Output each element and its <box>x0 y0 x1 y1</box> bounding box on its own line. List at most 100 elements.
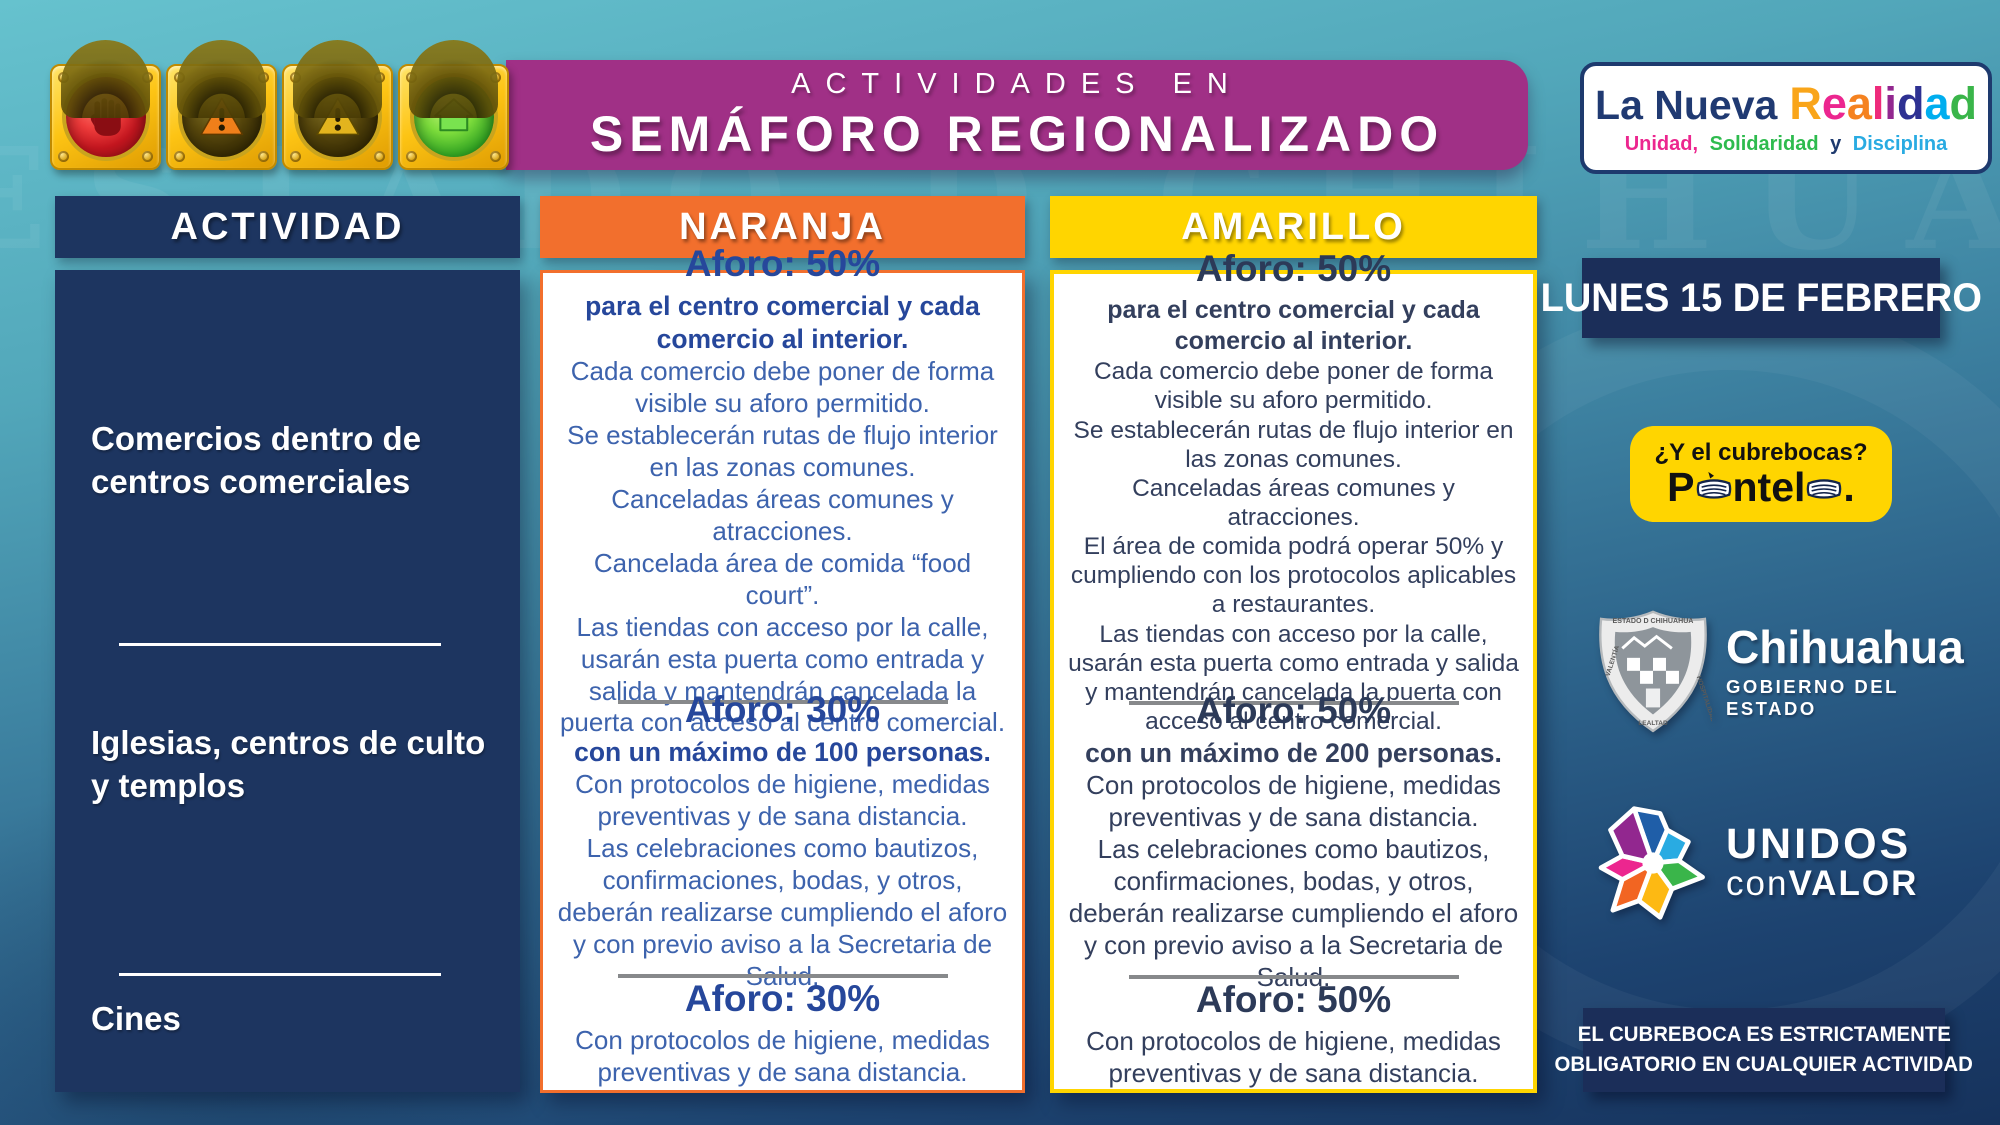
notice-line: EL CUBREBOCA ES ESTRICTAMENTE <box>1577 1022 1951 1046</box>
unidos-text: UNIDOS <box>1726 820 1912 869</box>
column-header-naranja: NARANJA <box>540 196 1025 258</box>
chihuahua-name: Chihuahua <box>1726 621 1964 673</box>
page-title: SEMÁFORO REGIONALIZADO <box>589 105 1445 162</box>
warning-orange-light-icon <box>166 40 277 196</box>
brand-letter: R <box>1789 77 1822 129</box>
banner-kicker: ACTIVIDADES EN <box>791 67 1243 100</box>
aforo-heading: Aforo: 30% <box>684 689 881 731</box>
screw-icon <box>58 151 69 162</box>
mask-question-text: ¿Y el cubrebocas? <box>1654 438 1868 466</box>
activity-item-cines: Cines <box>91 1000 181 1037</box>
pontelo-text: . <box>1843 463 1855 510</box>
date-text: LUNES 15 DE FEBRERO <box>1540 275 1982 320</box>
state-pinwheel-icon <box>1598 806 1705 920</box>
unidos-con-valor-logo: UNIDOS conVALOR <box>1594 788 1994 938</box>
brand-tagline: Unidad, Solidaridad y Disciplina <box>1622 133 1951 156</box>
naranja-section-cines: Aforo: 30% Con protocolos de higiene, me… <box>555 978 1010 1087</box>
divider <box>119 643 441 646</box>
svg-text:LEALTAD: LEALTAD <box>1638 720 1668 727</box>
amarillo-section-cines: Aforo: 50% Con protocolos de higiene, me… <box>1066 978 1521 1088</box>
con-valor-text: conVALOR <box>1726 864 1919 904</box>
rule-text: Canceladas áreas comunes y atracciones. <box>611 483 954 546</box>
screw-icon <box>406 151 417 162</box>
column-header-actividad: ACTIVIDAD <box>55 196 520 258</box>
aforo-heading: Aforo: 50% <box>1195 247 1392 289</box>
mask-mandatory-notice: EL CUBREBOCA ES ESTRICTAMENTE OBLIGATORI… <box>1555 1008 1973 1092</box>
chihuahua-wordmark: Chihuahua GOBIERNO DEL ESTADO <box>1726 624 1994 720</box>
aforo-subheading: con un máximo de 100 personas. <box>574 737 991 768</box>
rule-text: El área de comida podrá operar 50% y cum… <box>1070 533 1517 619</box>
brand-letter: e <box>1821 77 1847 129</box>
brand-letter: a <box>1846 77 1872 129</box>
tagline-word: Solidaridad <box>1709 132 1819 155</box>
rule-text: Cancelada área de comida “food court”. <box>593 547 972 610</box>
naranja-section-iglesias: Aforo: 30% con un máximo de 100 personas… <box>555 689 1010 991</box>
pontelo-text: P <box>1667 463 1695 510</box>
amarillo-section-iglesias: Aforo: 50% con un máximo de 200 personas… <box>1066 690 1521 992</box>
light-hood <box>61 40 150 118</box>
aforo-subheading: para el centro comercial y cada comercio… <box>585 290 980 354</box>
rule-text: Canceladas áreas comunes y atracciones. <box>1132 474 1455 532</box>
screw-icon <box>490 151 501 162</box>
brand-letter: i <box>1884 77 1897 129</box>
activity-item-comercios: Comercios dentro de centros comerciales <box>91 420 422 500</box>
brand-wordmark: La Nueva Realidad <box>1595 81 1977 126</box>
divider <box>1128 701 1459 705</box>
activity-item-iglesias: Iglesias, centros de culto y templos <box>91 724 486 804</box>
aforo-heading: Aforo: 50% <box>1195 978 1392 1020</box>
rule-text: Con protocolos de higiene, medidas preve… <box>575 1024 990 1087</box>
rule-text: Con protocolos de higiene, medidas preve… <box>1086 1025 1501 1088</box>
chihuahua-government-logo: ESTADO D CHIHUAHUA VALENTÍA LEALTAD HOSP… <box>1594 598 1994 746</box>
pontelo-text: ntel <box>1732 463 1806 510</box>
rule-text: Las celebraciones como bautizos, confirm… <box>1068 834 1519 992</box>
tagline-word: Disciplina <box>1852 132 1948 155</box>
svg-text:HOSPITALIDAD: HOSPITALIDAD <box>1695 675 1712 723</box>
traffic-lights-row <box>50 40 512 196</box>
la-nueva-realidad-logo: La Nueva Realidad Unidad, Solidaridad y D… <box>1580 62 1992 174</box>
tagline-word: y <box>1830 132 1842 155</box>
tagline-word: Unidad, <box>1624 132 1699 155</box>
aforo-subheading: con un máximo de 200 personas. <box>1085 738 1502 769</box>
brand-letter: d <box>1949 77 1977 129</box>
divider <box>1128 975 1459 979</box>
svg-text:ESTADO D CHIHUAHUA: ESTADO D CHIHUAHUA <box>1613 617 1694 625</box>
warning-yellow-light-icon <box>282 40 393 196</box>
brand-letter: l <box>1871 77 1885 129</box>
aforo-heading: Aforo: 50% <box>684 242 881 284</box>
pontelo-wordmark: P ntel . <box>1667 463 1855 510</box>
date-banner: LUNES 15 DE FEBRERO <box>1540 258 1982 338</box>
brand-la-nueva: La Nueva <box>1595 81 1778 128</box>
rule-text: Las celebraciones como bautizos, confirm… <box>557 833 1008 991</box>
screw-icon <box>290 151 301 162</box>
column-header-amarillo: AMARILLO <box>1050 196 1537 258</box>
state-shield-icon: ESTADO D CHIHUAHUA VALENTÍA LEALTAD HOSP… <box>1599 610 1712 733</box>
divider <box>617 974 948 978</box>
home-green-light-icon <box>398 40 509 196</box>
cubrebocas-badge: ¿Y el cubrebocas? P ntel . <box>1630 426 1892 522</box>
amarillo-section-comercios: Aforo: 50% para el centro comercial y ca… <box>1066 248 1521 735</box>
aforo-subheading: para el centro comercial y cada comercio… <box>1107 295 1480 356</box>
amarillo-column-card: Aforo: 50% para el centro comercial y ca… <box>1050 248 1537 1093</box>
divider <box>119 973 441 976</box>
naranja-section-comercios: Aforo: 50% para el centro comercial y ca… <box>555 243 1010 738</box>
screw-icon <box>374 151 385 162</box>
rule-text: Se establecerán rutas de flujo interior … <box>1073 416 1514 473</box>
title-banner: ACTIVIDADES EN SEMÁFORO REGIONALIZADO <box>506 60 1528 170</box>
screw-icon <box>142 151 153 162</box>
face-mask-icon <box>1805 470 1843 504</box>
aforo-heading: Aforo: 50% <box>1195 690 1392 732</box>
rule-text: Con protocolos de higiene, medidas preve… <box>575 769 990 832</box>
rule-text: Cada comercio debe poner de forma visibl… <box>570 355 995 418</box>
light-hood <box>293 40 382 118</box>
activity-column-card: Comercios dentro de centros comerciales … <box>55 270 520 1092</box>
brand-letter: d <box>1896 77 1925 129</box>
rule-text: Cada comercio debe poner de forma visibl… <box>1093 358 1494 415</box>
divider <box>617 700 948 704</box>
stop-hand-light-icon <box>50 40 161 196</box>
brand-letter: a <box>1924 77 1950 129</box>
naranja-column-card: Aforo: 50% para el centro comercial y ca… <box>540 243 1025 1093</box>
face-mask-icon <box>1695 470 1733 504</box>
notice-line: OBLIGATORIO EN CUALQUIER ACTIVIDAD <box>1554 1053 1974 1076</box>
chihuahua-subtitle: GOBIERNO DEL ESTADO <box>1726 676 1899 719</box>
